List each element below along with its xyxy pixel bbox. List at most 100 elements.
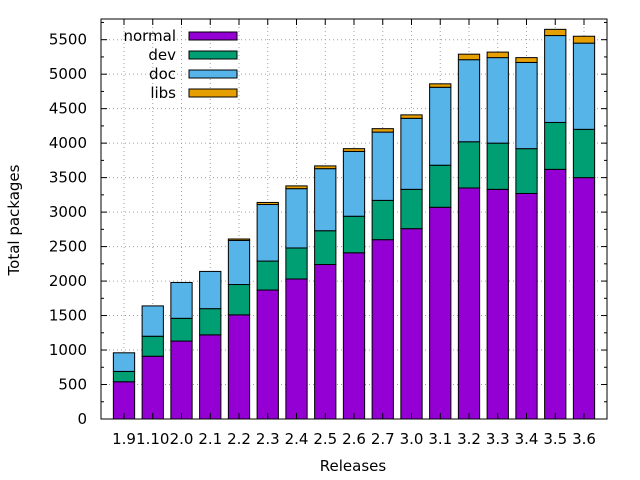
bar-doc [544,35,567,123]
y-tick-label: 5000 [49,65,87,83]
x-tick-label: 2.0 [170,430,194,448]
bar-dev [400,188,423,230]
bar-dev [486,142,509,190]
x-tick-label: 2.5 [313,430,337,448]
bar-normal [256,289,279,420]
bar-libs [486,51,509,59]
bar-libs [457,53,481,61]
bar-doc [227,239,251,286]
x-tick-label: 2.1 [198,430,222,448]
x-tick-label: 2.3 [256,430,280,448]
bar-doc [572,42,596,130]
y-tick-label: 3500 [49,169,87,187]
x-tick-label: 3.6 [572,430,596,448]
bar-normal [227,314,251,420]
y-tick-label: 3000 [49,203,87,221]
bar-doc [285,188,308,249]
x-tick-label: 1.10 [136,430,169,448]
bar-doc [429,86,452,166]
x-tick-label: 3.3 [486,430,510,448]
bar-libs [285,185,308,190]
bar-dev [314,230,337,266]
bar-doc [170,281,193,319]
bar-dev [256,260,279,291]
legend-label: normal [123,27,176,45]
legend-label: dev [148,46,176,64]
bar-normal [285,278,308,420]
y-tick-label: 0 [77,410,87,428]
bar-doc [371,131,394,201]
bar-doc [515,61,538,150]
x-tick-label: 3.5 [543,430,567,448]
bar-doc [199,270,222,310]
x-tick-label: 3.2 [457,430,481,448]
bar-dev [429,164,452,208]
y-tick-label: 5500 [49,31,87,49]
bar-libs [572,35,596,44]
bar-doc [400,117,423,190]
bar-dev [170,317,193,342]
bar-normal [141,355,164,420]
bar-dev [199,308,222,336]
bar-dev [141,335,164,357]
bar-normal [457,187,481,420]
legend-label: doc [149,65,176,83]
bar-doc [342,150,366,217]
x-tick-label: 2.7 [371,430,395,448]
bar-doc [112,352,136,372]
bar-doc [457,59,481,143]
y-tick-label: 4500 [49,100,87,118]
bar-dev [572,128,596,179]
x-tick-label: 2.6 [342,430,366,448]
x-tick-label: 3.1 [428,430,452,448]
x-tick-label: 3.4 [515,430,539,448]
bar-doc [256,204,279,262]
bar-libs [544,28,567,37]
bar-normal [314,264,337,420]
bar-dev [112,370,136,383]
bar-doc [486,57,509,144]
bar-normal [544,168,567,420]
bar-dev [285,247,308,280]
bar-libs [342,148,366,152]
bar-normal [342,252,366,420]
legend-swatch [188,88,238,98]
bar-normal [486,188,509,420]
legend-swatch [188,69,238,79]
legend-swatch [188,31,238,41]
bar-dev [342,215,366,254]
x-tick-label: 2.2 [227,430,251,448]
bar-dev [515,148,538,194]
x-tick-label: 1.9 [112,430,136,448]
bar-libs [314,165,337,170]
bar-dev [457,141,481,189]
legend-swatch [188,50,238,60]
bars [112,28,596,420]
bar-libs [371,128,394,133]
y-tick-label: 2500 [49,238,87,256]
bar-normal [170,340,193,420]
bar-libs [400,114,423,119]
y-tick-label: 1500 [49,307,87,325]
bar-dev [544,121,567,170]
x-axis-label: Releases [320,457,387,475]
bar-normal [199,334,222,420]
x-tick-label: 2.4 [285,430,309,448]
bar-dev [227,284,251,316]
bar-libs [429,83,452,88]
y-tick-label: 4000 [49,134,87,152]
y-axis-label: Total packages [5,164,23,276]
bar-normal [572,177,596,420]
bar-doc [141,305,164,337]
bar-doc [314,168,337,232]
bar-normal [371,239,394,420]
bar-normal [400,228,423,420]
y-tick-label: 2000 [49,272,87,290]
bar-libs [227,238,251,241]
bar-normal [429,206,452,420]
bar-libs [515,57,538,63]
axis-ticks: 0 500 1000 1500 2000 2500 3000 3500 4000 4500 5000… [49,19,607,448]
